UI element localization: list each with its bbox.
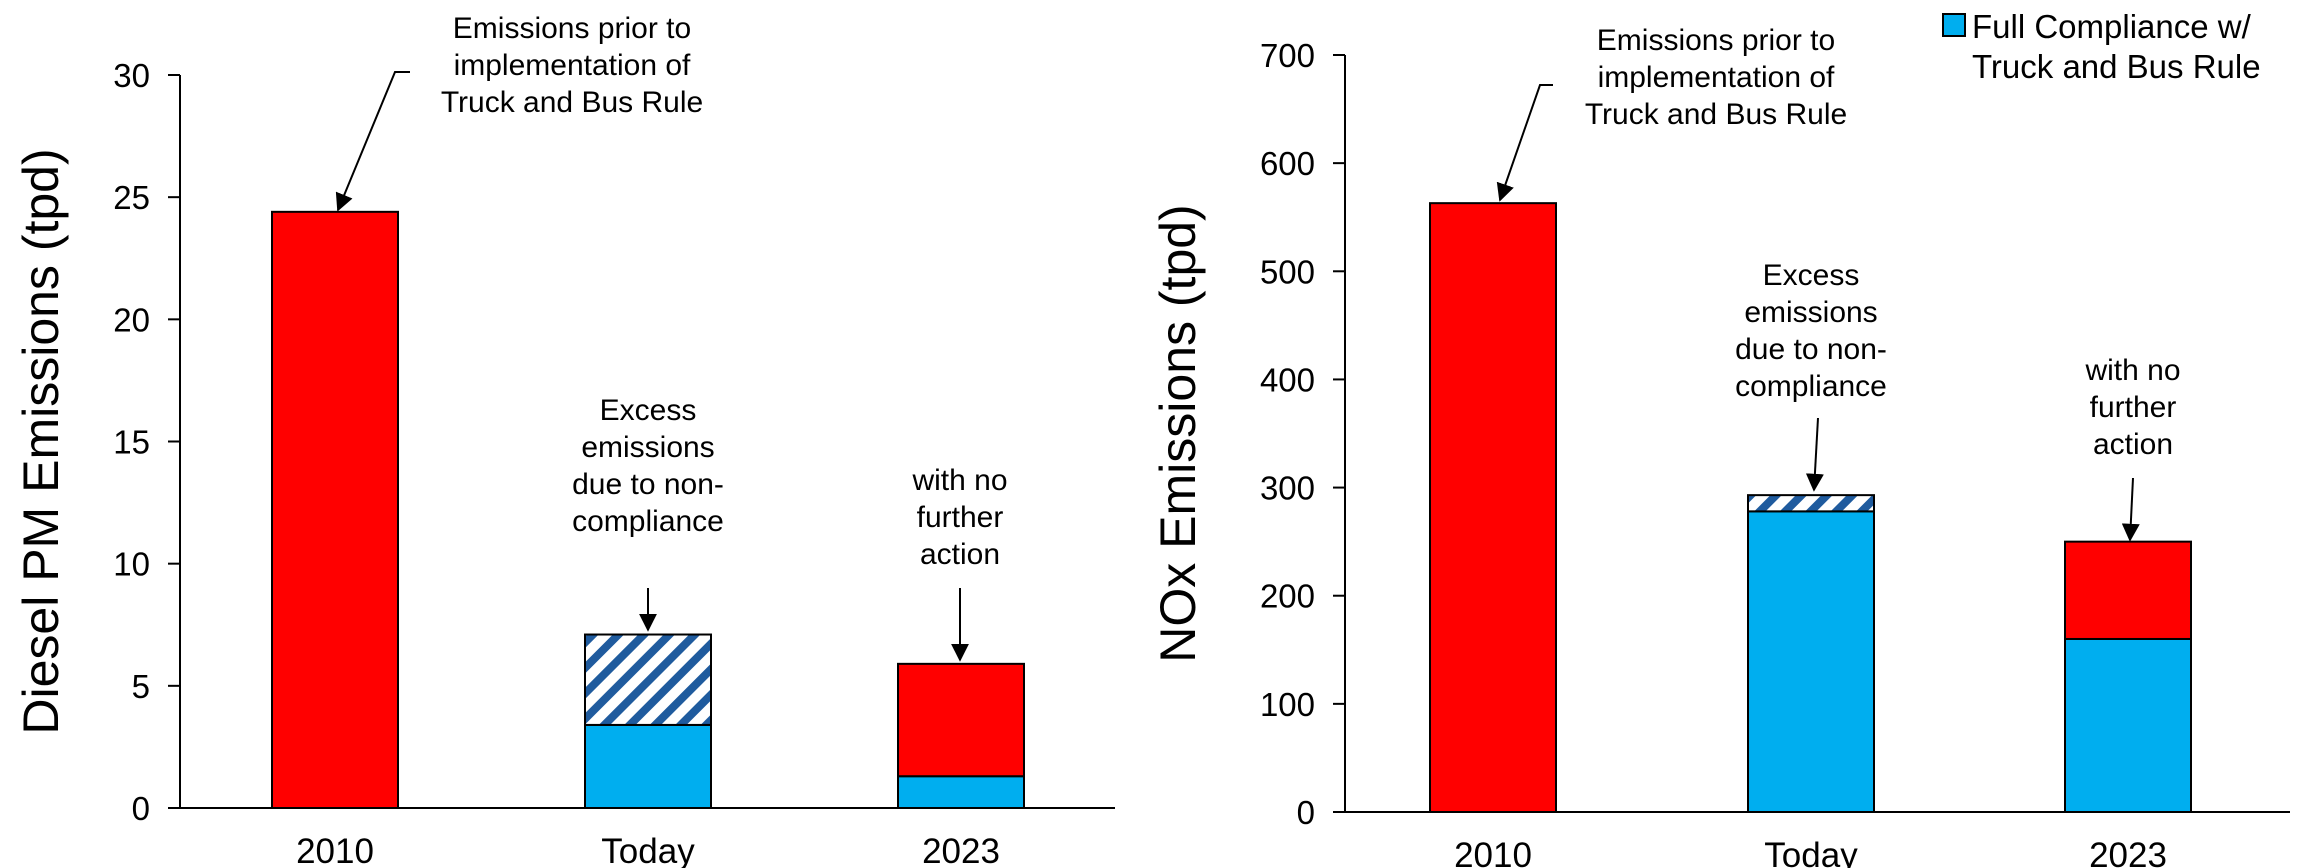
bar-today-segment-2 <box>584 633 712 726</box>
annotation-3: with no further action <box>2084 354 2181 542</box>
bar-today-segment-1 <box>584 723 712 810</box>
annotation-arrow <box>1805 417 1824 492</box>
chart-panel-2: 0 100 200 300 400 500 600 700 2010 Today 2023 NOx E… <box>1150 24 2290 868</box>
bar-2010-segment-1 <box>1429 202 1557 814</box>
y-tick-label: 30 <box>113 57 150 94</box>
y-tick-label: 0 <box>132 790 150 827</box>
legend-label: Full Compliance w/ <box>1972 8 2252 45</box>
y-tick-label: 700 <box>1260 37 1315 74</box>
y-tick-label: 400 <box>1260 361 1315 398</box>
annotation-text: further <box>917 501 1004 534</box>
x-tick-label: 2023 <box>922 832 1000 868</box>
annotation-text: emissions <box>581 431 714 464</box>
chart-panel-1: 0 5 10 15 20 25 30 2010 Today 2023 Diesel PM Emiss… <box>13 12 1115 868</box>
annotation-text: Truck and Bus Rule <box>1585 98 1847 131</box>
legend-swatch <box>1942 13 1966 37</box>
x-tick-label: Today <box>601 832 695 868</box>
y-tick-label: 25 <box>113 179 150 216</box>
x-tick-label: 2010 <box>296 832 374 868</box>
y-tick-label: 100 <box>1260 686 1315 723</box>
bar-2023-segment-1 <box>2064 637 2192 813</box>
annotation-arrow <box>1496 84 1553 202</box>
bar-today-segment-2 <box>1747 494 1875 513</box>
bar-2023-segment-2 <box>2064 540 2192 640</box>
annotation-text: Emissions prior to <box>453 12 691 45</box>
bar-2010-segment-1 <box>271 210 399 809</box>
bar-today-segment-1 <box>1747 510 1875 813</box>
y-tick-label: 0 <box>1297 794 1315 831</box>
annotation-text: compliance <box>572 505 724 538</box>
annotation-text: emissions <box>1744 296 1877 329</box>
y-tick-label: 200 <box>1260 578 1315 615</box>
x-tick-label: 2010 <box>1454 836 1532 868</box>
annotation-2: Excess emissions due to non-compliance <box>572 394 724 632</box>
annotation-text: Excess <box>600 394 697 427</box>
bar-2023-segment-1 <box>897 775 1025 810</box>
x-tick-label: 2023 <box>2089 836 2167 868</box>
annotation-text: Truck and Bus Rule <box>441 86 703 119</box>
annotation-text: due to non- <box>1735 333 1887 366</box>
annotation-text: action <box>920 538 1000 571</box>
y-tick-label: 20 <box>113 301 150 338</box>
annotation-3: with no further action <box>911 464 1008 662</box>
bar-2023-segment-2 <box>897 662 1025 778</box>
y-tick-label: 600 <box>1260 145 1315 182</box>
annotation-1: Emissions prior to implementation of Truck… <box>1496 24 1847 202</box>
annotation-text: implementation of <box>1598 61 1835 94</box>
y-tick-label: 5 <box>132 668 150 705</box>
annotation-text: with no <box>911 464 1007 497</box>
y-tick-label: 500 <box>1260 253 1315 290</box>
y-tick-label: 10 <box>113 546 150 583</box>
y-tick-label: 15 <box>113 424 150 461</box>
annotation-2: Excess emissions due to non-compliance <box>1735 259 1887 492</box>
annotation-text: Emissions prior to <box>1597 24 1835 57</box>
annotation-text: due to non- <box>572 468 724 501</box>
annotation-text: implementation of <box>454 49 691 82</box>
annotation-text: with no <box>2084 354 2180 387</box>
y-tick-label: 300 <box>1260 470 1315 507</box>
annotation-text: further <box>2090 391 2177 424</box>
annotation-1: Emissions prior to implementation of Truck… <box>335 12 703 212</box>
annotation-text: compliance <box>1735 370 1887 403</box>
legend-label: Truck and Bus Rule <box>1972 48 2261 85</box>
x-tick-label: Today <box>1764 836 1858 868</box>
legend: Full Compliance w/Truck and Bus Rule <box>1942 8 2261 85</box>
y-axis-label: NOx Emissions (tpd) <box>1150 204 1206 662</box>
annotation-arrow <box>335 71 410 212</box>
annotation-text: action <box>2093 428 2173 461</box>
annotation-arrow <box>2121 477 2140 542</box>
y-axis-label: Diesel PM Emissions (tpd) <box>13 148 69 734</box>
annotation-text: Excess <box>1763 259 1860 292</box>
